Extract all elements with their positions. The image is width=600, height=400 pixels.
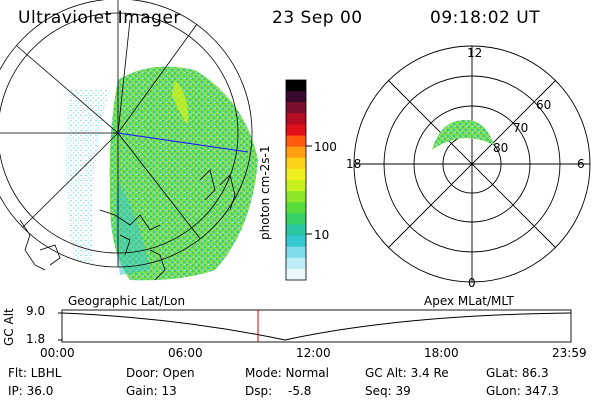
status-seq: Seq: 39 [365, 384, 411, 398]
polar-panel-label: Apex MLat/MLT [424, 294, 514, 308]
meridian [19, 132, 119, 231]
meridian [117, 19, 131, 134]
status-gain: Gain: 13 [126, 384, 177, 398]
colorbar-segment [286, 202, 306, 214]
altitude-frame [61, 309, 572, 343]
geographic-map [0, 0, 259, 281]
colorbar-segment [286, 224, 306, 237]
date-label: 23 Sep 00 [272, 8, 363, 28]
colorbar-segment [286, 257, 306, 270]
alt-axis-label: GC Alt [2, 308, 16, 346]
mlat-label-80: 80 [493, 141, 509, 155]
meridian [9, 39, 119, 134]
status-dsp-label: Dsp: [245, 384, 273, 398]
altitude-strip [58, 309, 572, 343]
colorbar-segment [286, 180, 306, 192]
time-tick-label: 18:00 [424, 346, 459, 360]
colorbar [285, 79, 312, 281]
colorbar-segment [286, 157, 306, 170]
altitude-curve [61, 312, 572, 341]
mlat-label-60: 60 [536, 98, 552, 112]
colorbar-segment [286, 113, 306, 125]
time-label: 09:18:02 UT [430, 8, 541, 28]
colorbar-segment [286, 235, 306, 248]
colorbar-segment [286, 124, 306, 137]
alt-tick-label: 1.8 [26, 332, 46, 346]
mlt-label-12: 12 [467, 46, 483, 60]
colorbar-frame [285, 79, 307, 281]
mlt-line-diag [387, 79, 557, 249]
colorbar-label-100: 100 [314, 140, 337, 154]
status-glat: GLat: 86.3 [486, 366, 549, 380]
mlt-label-18: 18 [346, 157, 362, 171]
status-filter: Flt: LBHL [8, 366, 62, 380]
colorbar-segment [286, 135, 306, 148]
colorbar-segment [286, 91, 306, 103]
status-ip: IP: 36.0 [8, 384, 54, 398]
colorbar-segment [286, 102, 306, 114]
auroral-emission-region [109, 66, 259, 281]
colorbar-label-10: 10 [314, 228, 330, 242]
time-tick-label: 00:00 [40, 346, 75, 360]
dayside-speckle [115, 180, 150, 275]
status-dsp-value: -5.8 [288, 384, 312, 398]
colorbar-segment [286, 191, 306, 203]
colorbar-segment [286, 168, 306, 181]
mlt-label-0: 0 [468, 276, 476, 290]
colorbar-segment [286, 146, 306, 159]
colorbar-segment [286, 246, 306, 259]
noon-meridian-line [117, 132, 249, 153]
geographic-panel-label: Geographic Lat/Lon [68, 294, 186, 308]
status-door: Door: Open [126, 366, 195, 380]
status-mode: Mode: Normal [245, 366, 329, 380]
colorbar-unit-label: photon cm-2s-1 [258, 145, 272, 241]
polar-auroral-oval [432, 119, 494, 150]
image-noise-region [66, 90, 110, 267]
alt-tick-label: 9.0 [26, 304, 46, 318]
meridian [117, 19, 201, 134]
polar-plot [353, 45, 591, 283]
bright-emission-band [172, 80, 189, 125]
status-gc-alt: GC Alt: 3.4 Re [365, 366, 449, 380]
coastlines [19, 169, 236, 281]
mlat-label-70: 70 [513, 121, 529, 135]
status-glon: GLon: 347.3 [486, 384, 559, 398]
mlt-label-6: 6 [577, 157, 585, 171]
time-tick-label: 12:00 [296, 346, 331, 360]
colorbar-segment [286, 213, 306, 225]
time-tick-label: 23:59 [552, 346, 587, 360]
colorbar-segment [286, 80, 306, 92]
colorbar-segment [286, 268, 306, 281]
time-tick-label: 06:00 [168, 346, 203, 360]
